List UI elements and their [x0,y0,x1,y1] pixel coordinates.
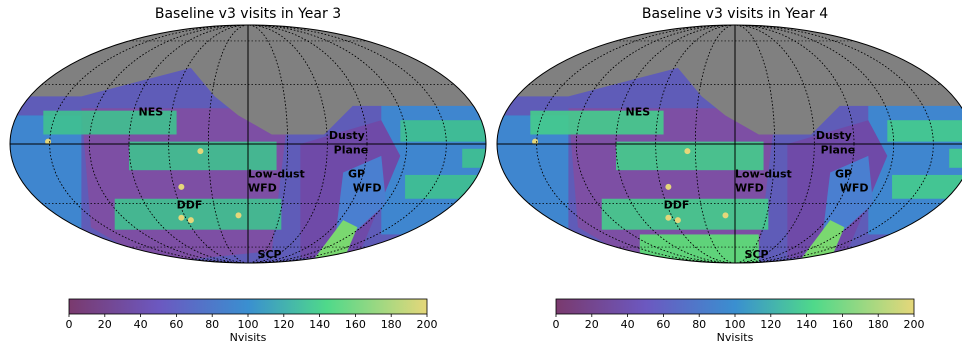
ddf-field [197,148,204,155]
colorbar-tick-label: 180 [868,318,889,331]
colorbar-tick-label: 40 [134,318,148,331]
region-label-lowdust1: Low-dust [248,167,305,180]
colorbar: 0 20 40 60 80 100 120 140 160 180 200 Nvisits [66,298,438,344]
gp-band [314,220,358,261]
colorbar-tick-label: 100 [238,318,259,331]
ddf-field [665,214,672,221]
colorbar-tick-label: 100 [725,318,746,331]
colorbar-label: Nvisits [230,331,267,344]
region-label-dusty2: Plane [334,144,369,157]
ddf-field [674,217,681,224]
ddf-field [684,148,691,155]
ddf-field [665,183,672,190]
colorbar-tick-label: 60 [169,318,183,331]
colorbar-tick-label: 180 [381,318,402,331]
colorbar-tick-label: 200 [904,318,925,331]
wfd-band [129,141,277,171]
colorbar-tick-label: 120 [760,318,781,331]
sky-map [10,25,486,263]
colorbar-tick-label: 20 [98,318,112,331]
colorbar-gradient [555,298,915,315]
wfd-band [405,174,486,199]
map-outline [9,24,487,264]
wfd-band [530,110,664,135]
sky-map-panel-1: Baseline v3 visits in Year 3 NES Dusty Plan… [9,6,487,344]
wfd-band [462,148,486,168]
region-label-ddf: DDF [177,198,203,211]
region-label-scp: SCP [745,248,769,261]
ddf-field [722,212,729,219]
colorbar-tick-label: 160 [345,318,366,331]
map-title: Baseline v3 visits in Year 3 [155,6,341,22]
colorbar-tick-label: 20 [585,318,599,331]
region-label-dusty1: Dusty [816,129,852,142]
wfd-band [601,198,769,230]
ddf-field [178,183,185,190]
colorbar: 0 20 40 60 80 100 120 140 160 180 200 Nvisits [553,298,925,344]
wfd-band [892,174,962,199]
colorbar-tick-label: 140 [796,318,817,331]
wfd-band [949,148,962,168]
colorbar-tick-label: 140 [309,318,330,331]
colorbar-gradient [68,298,428,315]
gp-band [801,220,845,261]
wfd-band [400,120,486,142]
ddf-field [187,217,194,224]
region-label-scp: SCP [258,248,282,261]
region-label-dusty2: Plane [821,144,856,157]
map-outline [496,24,962,264]
colorbar-tick-label: 0 [66,318,73,331]
region-label-gp1: GP [835,167,852,180]
colorbar-tick-label: 80 [205,318,219,331]
ddf-field [532,138,539,145]
sky-map-panel-2: Baseline v3 visits in Year 4 NES Dusty Plan… [496,6,962,344]
colorbar-tick-label: 0 [553,318,560,331]
region-label-lowdust2: WFD [248,182,277,195]
ddf-field [235,212,242,219]
colorbar-tick-label: 40 [621,318,635,331]
colorbar-tick-label: 200 [417,318,438,331]
ddf-field [178,214,185,221]
colorbar-tick-label: 160 [832,318,853,331]
region-label-gp2: WFD [840,182,869,195]
colorbar-label: Nvisits [717,331,754,344]
region-label-gp2: WFD [353,182,382,195]
region-label-lowdust2: WFD [735,182,764,195]
map-title: Baseline v3 visits in Year 4 [642,6,828,22]
colorbar-tick-label: 120 [273,318,294,331]
region-label-lowdust1: Low-dust [735,167,792,180]
colorbar-tick-label: 80 [692,318,706,331]
sky-map [497,25,962,263]
wfd-band [616,141,764,171]
scp-band [639,234,759,263]
ddf-field [45,138,52,145]
region-label-ddf: DDF [664,198,690,211]
wfd-band [114,198,282,230]
colorbar-tick-label: 60 [656,318,670,331]
region-label-nes: NES [626,105,651,118]
region-label-nes: NES [139,105,164,118]
wfd-band [887,120,962,142]
region-label-dusty1: Dusty [329,129,365,142]
region-label-gp1: GP [348,167,365,180]
wfd-band [43,110,177,135]
